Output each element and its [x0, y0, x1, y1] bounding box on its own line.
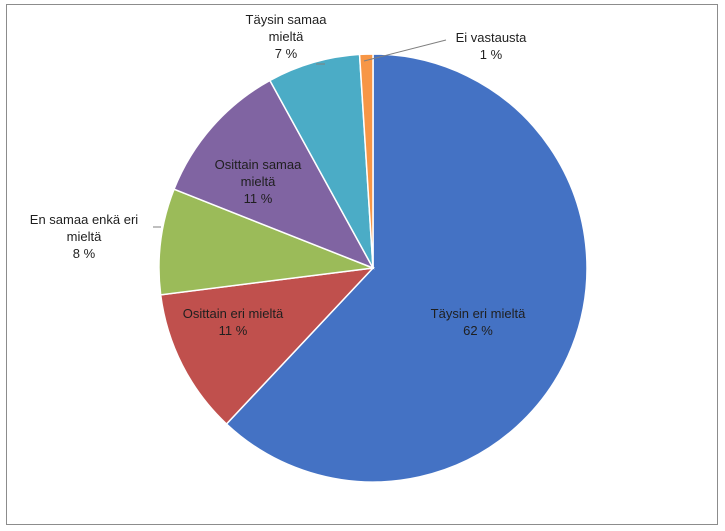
- pie-slice-0: [225, 53, 588, 483]
- slice-label-4: Täysin samaa mieltä 7 %: [246, 12, 328, 61]
- leader-lines: [153, 39, 447, 228]
- slice-labels: Täysin eri mieltä 62 % Osittain eri mieltä…: [30, 12, 527, 338]
- slice-label-3: Osittain samaa mieltä 11 %: [215, 157, 302, 206]
- pie-slice-5: [358, 53, 374, 269]
- slice-label-5: Ei vastausta 1 %: [456, 30, 528, 62]
- leader-line-5: [363, 39, 447, 62]
- pie-slices: [158, 53, 588, 483]
- slice-label-0: Täysin eri mieltä 62 %: [431, 306, 526, 338]
- slice-label-2: En samaa enkä eri mieltä 8 %: [30, 212, 139, 261]
- pie-slice-3: [173, 79, 375, 270]
- pie-slice-2: [158, 188, 374, 296]
- slice-label-1: Osittain eri mieltä 11 %: [183, 306, 284, 338]
- pie-slice-1: [159, 266, 375, 426]
